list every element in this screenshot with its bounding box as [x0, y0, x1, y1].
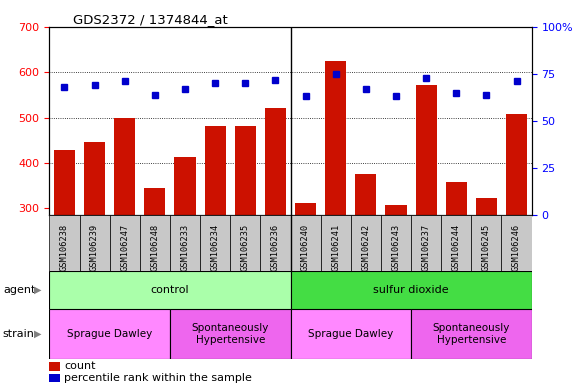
Text: Spontaneously
Hypertensive: Spontaneously Hypertensive: [433, 323, 510, 345]
Bar: [441, 215, 471, 271]
Bar: [80, 215, 110, 271]
Bar: [205, 126, 225, 215]
Text: ▶: ▶: [34, 329, 41, 339]
Bar: [290, 271, 532, 309]
Text: strain: strain: [3, 329, 35, 339]
Text: GSM106234: GSM106234: [211, 223, 220, 271]
Text: control: control: [150, 285, 189, 295]
Bar: [144, 188, 166, 215]
Text: GSM106236: GSM106236: [271, 223, 280, 271]
Bar: [200, 215, 230, 271]
Text: Sprague Dawley: Sprague Dawley: [67, 329, 152, 339]
Bar: [174, 157, 196, 215]
Bar: [170, 215, 200, 271]
Bar: [84, 142, 105, 215]
Text: GSM106247: GSM106247: [120, 223, 129, 271]
Text: Spontaneously
Hypertensive: Spontaneously Hypertensive: [192, 323, 269, 345]
Text: agent: agent: [3, 285, 35, 295]
Text: GSM106238: GSM106238: [60, 223, 69, 271]
Bar: [49, 271, 290, 309]
Bar: [356, 174, 376, 215]
Text: sulfur dioxide: sulfur dioxide: [373, 285, 449, 295]
Bar: [290, 215, 321, 271]
Bar: [170, 309, 290, 359]
Bar: [49, 215, 80, 271]
Text: GSM106235: GSM106235: [241, 223, 250, 271]
Bar: [351, 215, 381, 271]
Text: GSM106244: GSM106244: [452, 223, 461, 271]
Text: GSM106242: GSM106242: [361, 223, 370, 271]
Text: GSM106245: GSM106245: [482, 223, 491, 271]
Bar: [230, 215, 260, 271]
Bar: [114, 118, 135, 215]
Bar: [321, 215, 351, 271]
Text: GSM106233: GSM106233: [181, 223, 189, 271]
Bar: [325, 61, 346, 215]
Bar: [49, 309, 170, 359]
Text: GSM106243: GSM106243: [392, 223, 400, 271]
Text: GSM106239: GSM106239: [90, 223, 99, 271]
Bar: [501, 215, 532, 271]
Bar: [411, 215, 441, 271]
Bar: [235, 126, 256, 215]
Text: GSM106240: GSM106240: [301, 223, 310, 271]
Text: GSM106246: GSM106246: [512, 223, 521, 271]
Text: GSM106237: GSM106237: [422, 223, 431, 271]
Bar: [446, 182, 467, 215]
Bar: [295, 203, 316, 215]
Bar: [260, 215, 290, 271]
Text: GSM106248: GSM106248: [150, 223, 159, 271]
Bar: [381, 215, 411, 271]
Text: percentile rank within the sample: percentile rank within the sample: [64, 373, 252, 383]
Bar: [415, 85, 437, 215]
Bar: [54, 150, 75, 215]
Text: ▶: ▶: [34, 285, 41, 295]
Text: count: count: [64, 361, 95, 371]
Bar: [110, 215, 140, 271]
Bar: [476, 198, 497, 215]
Bar: [265, 108, 286, 215]
Text: GDS2372 / 1374844_at: GDS2372 / 1374844_at: [74, 13, 228, 26]
Text: GSM106241: GSM106241: [331, 223, 340, 271]
Bar: [290, 309, 411, 359]
Bar: [411, 309, 532, 359]
Bar: [385, 205, 407, 215]
Bar: [506, 114, 527, 215]
Bar: [140, 215, 170, 271]
Bar: [471, 215, 501, 271]
Text: Sprague Dawley: Sprague Dawley: [308, 329, 393, 339]
